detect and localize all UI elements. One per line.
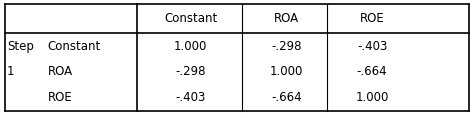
Text: Constant: Constant (47, 40, 100, 53)
Text: 1.000: 1.000 (356, 91, 389, 104)
Text: ROA: ROA (47, 65, 73, 78)
Text: -.403: -.403 (357, 40, 387, 53)
Text: -.298: -.298 (272, 40, 302, 53)
Text: ROE: ROE (360, 12, 384, 25)
Text: 1.000: 1.000 (270, 65, 303, 78)
Text: ROA: ROA (274, 12, 300, 25)
Text: -.298: -.298 (175, 65, 206, 78)
Text: 1.000: 1.000 (174, 40, 208, 53)
Text: Constant: Constant (164, 12, 218, 25)
Text: -.403: -.403 (175, 91, 206, 104)
Text: 1: 1 (7, 65, 15, 78)
Text: ROE: ROE (47, 91, 72, 104)
Text: -.664: -.664 (357, 65, 387, 78)
Text: -.664: -.664 (272, 91, 302, 104)
Text: Step: Step (7, 40, 34, 53)
